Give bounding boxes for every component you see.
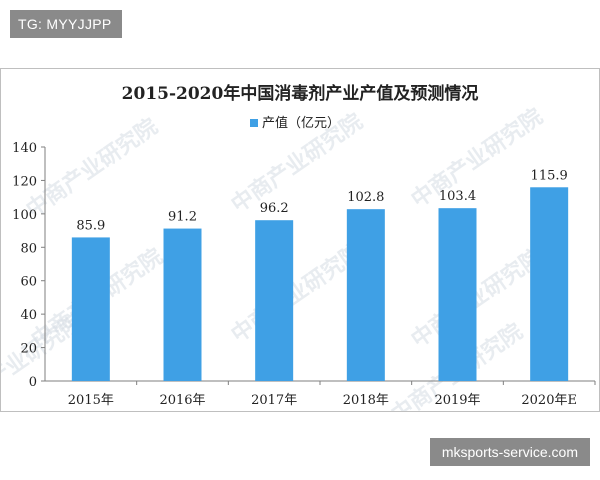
chart-frame: 中商产业研究院 中商产业研究院 中商产业研究院 中商产业研究院 中商产业研究院 中商产业研…: [0, 68, 600, 428]
bar-series: 85.9 2015年 91.2 2016年 96.2 2017年 102.8 2018年 103…: [68, 168, 596, 408]
watermark-text: 中商产业研究院: [21, 113, 162, 223]
y-tick-label: 60: [20, 275, 37, 290]
x-tick-label: 2017年: [251, 393, 297, 408]
bar: [438, 208, 477, 381]
footer-tag: mksports-service.com: [429, 438, 590, 466]
bar-value-label: 85.9: [76, 218, 105, 233]
x-tick-label: 2016年: [159, 393, 205, 408]
legend-label: 产值（亿元）: [262, 115, 340, 131]
bar: [530, 187, 569, 381]
bar-value-label: 102.8: [347, 190, 384, 205]
bar-value-label: 103.4: [439, 189, 476, 204]
y-tick-label: 20: [20, 342, 37, 357]
top-tag: TG: MYYJJPP: [10, 10, 122, 38]
y-tick-label: 120: [12, 174, 37, 189]
bar-value-label: 91.2: [168, 210, 197, 225]
x-tick-label: 2020年E: [521, 393, 577, 408]
y-tick-label: 40: [20, 308, 37, 323]
watermark-text: 中商产业研究院: [406, 243, 547, 353]
bar: [163, 228, 202, 381]
y-tick-label: 80: [20, 241, 37, 256]
x-tick-label: 2018年: [343, 393, 389, 408]
bar: [71, 237, 110, 381]
watermark-text: 中商产业研究院: [406, 103, 547, 213]
y-tick-label: 140: [12, 141, 37, 156]
bar-value-label: 115.9: [531, 168, 568, 183]
bar: [346, 209, 385, 381]
x-tick-label: 2015年: [68, 393, 114, 408]
chart-title: 2015-2020年中国消毒剂产业产值及预测情况: [122, 83, 479, 104]
legend-swatch: [250, 119, 258, 127]
y-tick-label: 0: [29, 375, 37, 390]
bar: [255, 220, 294, 381]
bar-value-label: 96.2: [260, 201, 289, 216]
watermark-text: 中商产业研究院: [226, 238, 367, 348]
y-tick-label: 100: [12, 208, 37, 223]
x-tick-label: 2019年: [434, 393, 480, 408]
